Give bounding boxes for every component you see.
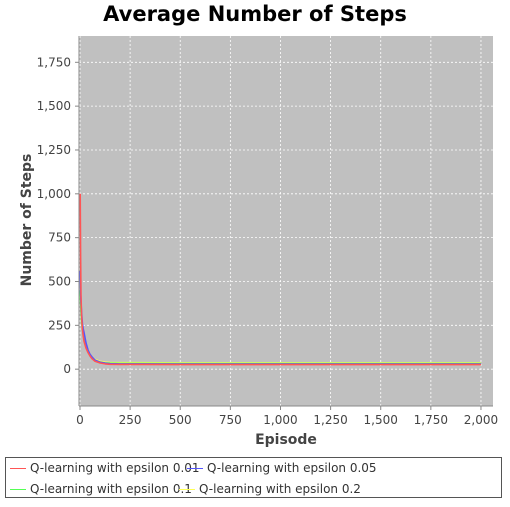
series-line-0 — [79, 193, 481, 366]
legend-label: Q-learning with epsilon 0.05 — [207, 461, 377, 475]
legend-item-epsilon-0.1: Q-learning with epsilon 0.1 — [10, 482, 192, 496]
legend-swatch — [179, 489, 195, 490]
legend-swatch — [10, 489, 26, 490]
y-tick-label: 1,250 — [37, 143, 71, 157]
y-tick-label: 1,000 — [37, 187, 71, 201]
axis-layer: 0 250 500 750 1,000 1,250 1,500 1,750 2,000 0 250 5… — [37, 36, 498, 427]
legend-swatch — [187, 468, 203, 469]
legend-label: Q-learning with epsilon 0.2 — [199, 482, 361, 496]
legend-label: Q-learning with epsilon 0.01 — [30, 461, 200, 475]
legend-label: Q-learning with epsilon 0.1 — [30, 482, 192, 496]
y-tick-label: 0 — [63, 362, 71, 376]
legend-swatch — [10, 468, 26, 469]
x-tick-label: 750 — [219, 413, 242, 427]
x-tick-label: 0 — [76, 413, 84, 427]
x-tick-label: 1,250 — [313, 413, 347, 427]
x-tick-label: 1,000 — [263, 413, 297, 427]
legend-item-epsilon-0.05: Q-learning with epsilon 0.05 — [187, 461, 377, 475]
x-axis-label: Episode — [255, 432, 317, 448]
chart-title: Average Number of Steps — [103, 2, 407, 26]
y-tick-label: 750 — [48, 231, 71, 245]
y-tick-label: 1,500 — [37, 99, 71, 113]
y-tick-label: 1,750 — [37, 55, 71, 69]
x-tick-label: 2,000 — [464, 413, 498, 427]
x-tick-label: 1,500 — [364, 413, 398, 427]
x-tick-label: 250 — [119, 413, 142, 427]
legend: Q-learning with epsilon 0.01 Q-learning … — [5, 457, 502, 498]
plot-area: 0 250 500 750 1,000 1,250 1,500 1,750 2,000 0 250 5… — [19, 36, 498, 448]
grid-layer — [79, 36, 493, 406]
legend-item-epsilon-0.01: Q-learning with epsilon 0.01 — [10, 461, 200, 475]
plot-background — [79, 36, 493, 406]
legend-item-epsilon-0.2: Q-learning with epsilon 0.2 — [179, 482, 361, 496]
series-layer — [79, 193, 481, 366]
x-tick-label: 1,750 — [414, 413, 448, 427]
y-tick-label: 500 — [48, 274, 71, 288]
y-axis-label: Number of Steps — [19, 154, 35, 287]
x-tick-label: 500 — [169, 413, 192, 427]
y-tick-label: 250 — [48, 318, 71, 332]
